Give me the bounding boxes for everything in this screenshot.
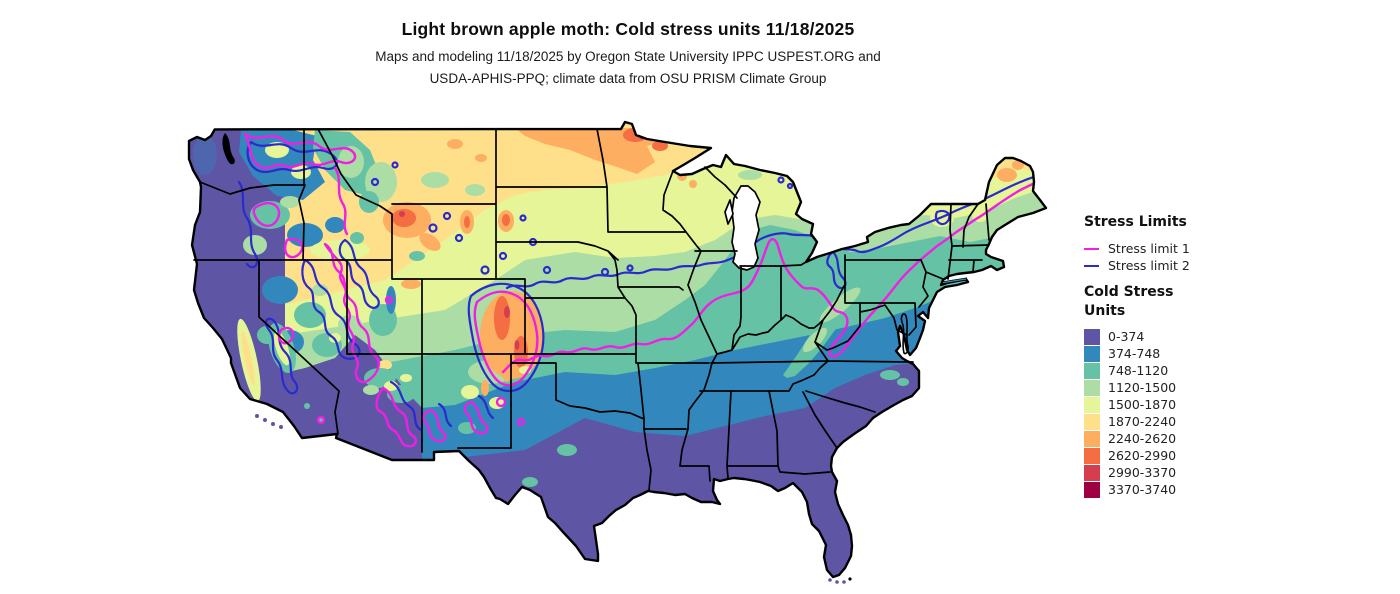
green-bay [724, 199, 734, 225]
class-swatch-5 [1084, 413, 1100, 430]
us-map-svg [187, 120, 1048, 584]
legend-cold-stress-units: Cold Stress Units 0-374 374-748 748-1120… [1084, 283, 1384, 498]
class-swatch-9 [1084, 481, 1100, 498]
chesapeake-bay [900, 313, 909, 355]
map-subtitle: Maps and modeling 11/18/2025 by Oregon S… [0, 46, 1256, 90]
class-swatch-3 [1084, 379, 1100, 396]
legend-class-row: 1870-2240 [1084, 413, 1384, 430]
long-island-fill [942, 278, 967, 284]
state-borders [193, 128, 990, 491]
class-label-6: 2240-2620 [1108, 431, 1177, 446]
legend-class-row: 1500-1870 [1084, 396, 1384, 413]
stress-limit-2-label: Stress limit 2 [1108, 258, 1190, 273]
stress-limit-2-contours [237, 140, 1045, 432]
legend-class-row: 3370-3740 [1084, 481, 1384, 498]
legend-stress-limits-title: Stress Limits [1084, 214, 1187, 230]
subtitle-line-1: Maps and modeling 11/18/2025 by Oregon S… [375, 49, 881, 64]
legend-item-stress-limit-1: Stress limit 1 [1084, 240, 1384, 257]
lake-michigan [731, 185, 761, 271]
stress-limit-1-contours [243, 132, 1038, 448]
legend-item-stress-limit-2: Stress limit 2 [1084, 257, 1384, 274]
class-label-9: 3370-3740 [1108, 482, 1177, 497]
us-cold-stress-map [185, 120, 1060, 590]
legend-class-row: 2990-3370 [1084, 464, 1384, 481]
class-label-1: 374-748 [1108, 346, 1161, 361]
class-label-5: 1870-2240 [1108, 414, 1177, 429]
legend-cold-stress-title: Cold Stress Units [1084, 283, 1384, 321]
legend-class-row: 374-748 [1084, 345, 1384, 362]
class-swatch-0 [1084, 328, 1100, 345]
cold-stress-raster [189, 122, 1046, 577]
legend-class-row: 1120-1500 [1084, 379, 1384, 396]
legend-class-row: 0-374 [1084, 328, 1384, 345]
cold-stress-class-list: 0-374 374-748 748-1120 1120-1500 1500-18… [1084, 328, 1384, 498]
class-swatch-4 [1084, 396, 1100, 413]
stress-limit-1-label: Stress limit 1 [1108, 241, 1190, 256]
legend-class-row: 2620-2990 [1084, 447, 1384, 464]
puget-sound [222, 133, 235, 165]
class-swatch-6 [1084, 430, 1100, 447]
page-title: Light brown apple moth: Cold stress unit… [401, 19, 855, 39]
legend-cold-stress-title-line2: Units [1084, 303, 1126, 319]
subtitle-line-2: USDA-APHIS-PPQ; climate data from OSU PR… [429, 71, 827, 86]
map-details [222, 133, 968, 584]
class-label-2: 748-1120 [1108, 363, 1169, 378]
legend-class-row: 2240-2620 [1084, 430, 1384, 447]
class-swatch-1 [1084, 345, 1100, 362]
class-label-4: 1500-1870 [1108, 397, 1177, 412]
stress-limit-2-line-swatch [1084, 264, 1099, 267]
channel-islands [255, 414, 283, 429]
legend-class-row: 748-1120 [1084, 362, 1384, 379]
class-swatch-8 [1084, 464, 1100, 481]
class-label-3: 1120-1500 [1108, 380, 1177, 395]
map-header: Light brown apple moth: Cold stress unit… [0, 0, 1256, 90]
class-label-8: 2990-3370 [1108, 465, 1177, 480]
class-label-0: 0-374 [1108, 329, 1145, 344]
florida-keys [828, 577, 852, 584]
great-lakes [724, 185, 761, 271]
class-label-7: 2620-2990 [1108, 448, 1177, 463]
legend-cold-stress-title-line1: Cold Stress [1084, 284, 1174, 300]
us-outline [187, 120, 1048, 579]
legend-stress-limits: Stress Limits Stress limit 1 Stress limi… [1084, 213, 1384, 274]
class-swatch-2 [1084, 362, 1100, 379]
stress-limit-1-line-swatch [1084, 247, 1099, 250]
class-swatch-7 [1084, 447, 1100, 464]
